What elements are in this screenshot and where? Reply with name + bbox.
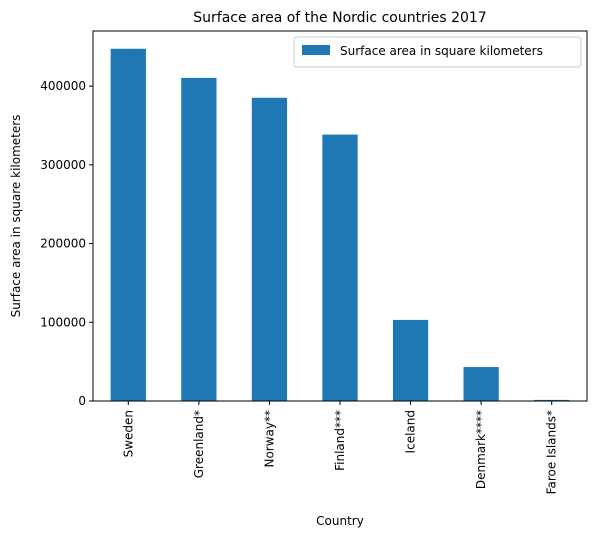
legend-entry: Surface area in square kilometers [340, 44, 543, 58]
y-tick-label: 100000 [40, 315, 86, 329]
bars-group [110, 48, 570, 401]
x-tick-label: Faroe Islands* [545, 410, 559, 494]
bar-sweden [110, 48, 146, 401]
legend-swatch [302, 45, 330, 55]
bar-denmark [463, 367, 499, 401]
y-axis-ticks: 0 100000 200000 300000 400000 [40, 79, 93, 408]
bar-norway [251, 97, 288, 401]
x-tick-label: Greenland* [192, 410, 206, 478]
x-tick-label: Norway** [262, 410, 276, 468]
y-tick-label: 300000 [40, 158, 86, 172]
x-tick-label: Finland*** [333, 410, 347, 471]
x-tick-label: Iceland [404, 410, 418, 453]
y-axis-label: Surface area in square kilometers [9, 115, 23, 318]
x-tick-label: Denmark**** [474, 410, 488, 489]
x-tick-label: Sweden [121, 410, 135, 457]
x-axis-label: Country [316, 514, 364, 528]
y-tick-label: 0 [78, 394, 86, 408]
legend-box [293, 36, 582, 68]
bar-greenland [181, 77, 217, 401]
x-axis-ticks: Sweden Greenland* Norway** Finland*** Icelan… [121, 401, 559, 494]
y-tick-label: 200000 [40, 237, 86, 251]
legend: Surface area in square kilometers [293, 36, 582, 68]
chart-title: Surface area of the Nordic countries 201… [193, 10, 486, 26]
plot-frame [92, 30, 588, 402]
bar-faroe-islands [534, 399, 570, 401]
bar-iceland [392, 319, 429, 401]
y-tick-label: 400000 [40, 79, 86, 93]
bar-finland [322, 134, 358, 401]
